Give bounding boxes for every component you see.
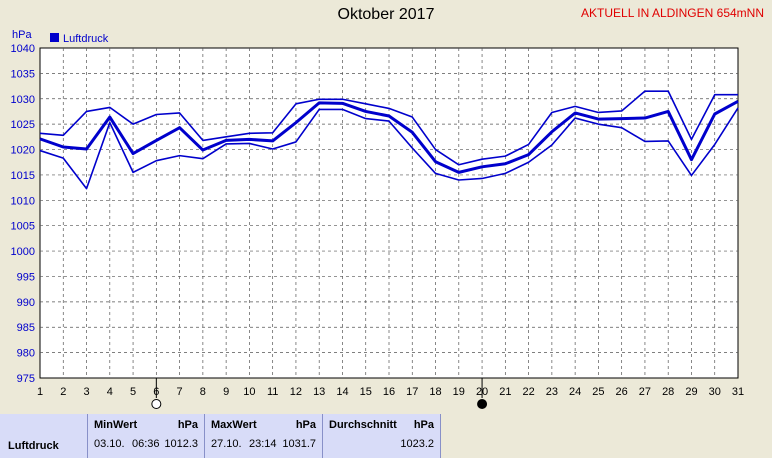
x-tick-label: 13 — [313, 386, 325, 398]
full-moon-icon — [151, 399, 162, 409]
x-tick-label: 28 — [662, 386, 674, 398]
x-tick-label: 10 — [243, 386, 255, 398]
y-tick-label: 1010 — [11, 195, 35, 207]
x-tick-label: 15 — [360, 386, 372, 398]
stats-min-value: 1012.3 — [164, 438, 198, 450]
stats-max-unit: hPa — [295, 419, 316, 431]
x-tick-label: 18 — [429, 386, 441, 398]
x-tick-label: 7 — [177, 386, 183, 398]
stats-avg-cell: Durchschnitt hPa 1023.2 — [323, 414, 441, 458]
x-tick-label: 24 — [569, 386, 581, 398]
y-tick-label: 1025 — [11, 119, 35, 131]
legend-label: Luftdruck — [63, 33, 109, 45]
stats-table: Luftdruck MinWert hPa 03.10. 06:36 1012.… — [0, 414, 772, 458]
y-tick-label: 990 — [17, 297, 35, 309]
x-tick-label: 4 — [107, 386, 113, 398]
x-tick-label: 12 — [290, 386, 302, 398]
stats-min-header: MinWert — [94, 419, 138, 431]
stats-avg-unit: hPa — [413, 419, 434, 431]
x-tick-label: 11 — [267, 386, 278, 398]
stats-max-cell: MaxWert hPa 27.10. 23:14 1031.7 — [205, 414, 323, 458]
stats-row-label: Luftdruck — [8, 440, 59, 452]
series-line-min — [39, 107, 739, 190]
stats-avg-header: Durchschnitt — [329, 419, 397, 431]
series-line-max — [39, 90, 738, 166]
x-tick-label: 3 — [83, 386, 89, 398]
stats-min-unit: hPa — [177, 419, 198, 431]
x-tick-label: 21 — [499, 386, 511, 398]
stats-min-time: 06:36 — [132, 438, 160, 450]
x-tick-label: 26 — [616, 386, 628, 398]
stats-row-label-cell: Luftdruck — [0, 414, 88, 458]
y-tick-label: 995 — [17, 271, 35, 283]
y-tick-label: 1005 — [11, 221, 35, 233]
stats-min-cell: MinWert hPa 03.10. 06:36 1012.3 — [88, 414, 205, 458]
stats-max-header: MaxWert — [211, 419, 257, 431]
stats-avg-value: 1023.2 — [400, 438, 434, 450]
chart-title: Oktober 2017 — [337, 6, 435, 23]
stats-empty-area — [441, 414, 772, 458]
x-tick-label: 25 — [592, 386, 604, 398]
y-tick-label: 1015 — [11, 170, 35, 182]
stats-min-date: 03.10. — [94, 438, 125, 450]
x-tick-label: 22 — [522, 386, 534, 398]
y-tick-label: 975 — [17, 373, 35, 385]
x-tick-label: 30 — [709, 386, 721, 398]
series-line-avg — [39, 99, 739, 174]
x-tick-label: 19 — [453, 386, 465, 398]
x-tick-label: 8 — [200, 386, 206, 398]
y-tick-label: 1020 — [11, 145, 35, 157]
x-tick-label: 27 — [639, 386, 651, 398]
y-tick-label: 1040 — [11, 43, 35, 55]
x-tick-label: 1 — [37, 386, 43, 398]
y-tick-label: 1000 — [11, 246, 35, 258]
location-label: AKTUELL IN ALDINGEN 654mNN — [581, 6, 764, 20]
x-tick-label: 5 — [130, 386, 136, 398]
y-tick-label: 980 — [17, 348, 35, 360]
y-tick-label: 1035 — [11, 68, 35, 80]
x-tick-label: 9 — [223, 386, 229, 398]
x-tick-label: 2 — [60, 386, 66, 398]
x-tick-label: 16 — [383, 386, 395, 398]
x-tick-label: 29 — [685, 386, 697, 398]
x-tick-label: 14 — [336, 386, 348, 398]
x-tick-label: 17 — [406, 386, 418, 398]
x-tick-label: 23 — [546, 386, 558, 398]
stats-max-time: 23:14 — [249, 438, 277, 450]
y-axis-unit: hPa — [12, 29, 32, 41]
stats-max-date: 27.10. — [211, 438, 242, 450]
y-tick-label: 1030 — [11, 94, 35, 106]
new-moon-icon — [477, 399, 488, 409]
legend-swatch — [50, 33, 59, 42]
stats-max-value: 1031.7 — [282, 438, 316, 450]
y-tick-label: 985 — [17, 322, 35, 334]
x-tick-label: 31 — [732, 386, 744, 398]
